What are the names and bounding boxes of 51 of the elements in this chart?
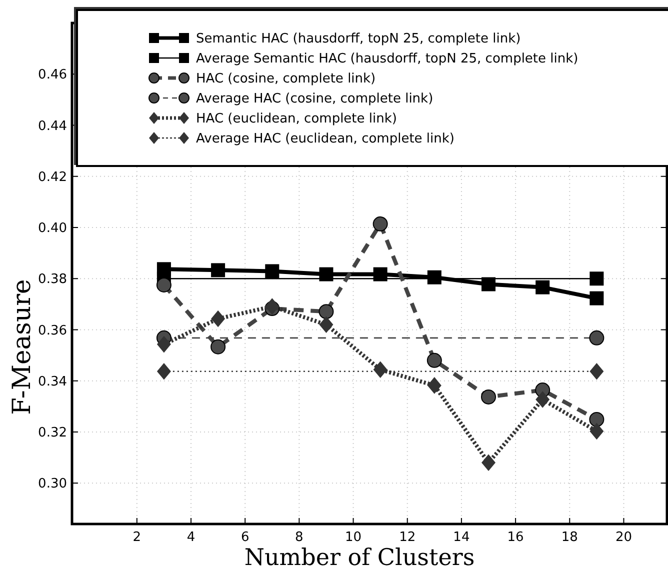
legend-label: Average HAC (euclidean, complete link) [196,132,454,147]
point [211,310,226,328]
point [426,352,442,368]
point [156,336,171,353]
x-tick-label: 8 [295,530,304,545]
point [318,304,334,320]
point [536,391,550,408]
y-tick-label: 0.42 [38,170,67,185]
y-tick-label: 0.32 [38,426,67,441]
point [536,280,550,294]
point [210,339,226,354]
point [373,361,388,378]
legend-label: Semantic HAC (hausdorff, topN 25, complete link) [196,32,521,47]
x-tick-label: 18 [561,530,578,545]
x-tick-label: 4 [186,530,196,545]
point [590,291,604,306]
point [156,278,172,293]
legend-label: HAC (cosine, complete link) [196,72,376,87]
point [590,272,604,286]
point [319,316,334,334]
x-tick-label: 14 [453,530,470,545]
point [589,330,604,346]
x-axis-title: Number of Clusters [244,545,475,571]
point [482,454,496,472]
point [372,216,388,232]
y-tick-label: 0.38 [38,272,67,288]
y-tick-label: 0.34 [38,374,67,390]
x-tick-label: 2 [132,530,142,545]
point [427,377,442,394]
point [156,363,171,380]
x-tick-label: 12 [399,530,416,545]
point [590,422,604,440]
y-tick-label: 0.46 [38,68,67,83]
point [590,363,604,380]
x-tick-label: 16 [507,530,524,545]
point [211,263,226,278]
x-tick-label: 10 [345,530,362,545]
y-axis-title: F-Measure [7,279,36,415]
point [265,298,280,315]
x-tick-label: 20 [615,530,632,545]
legend-label: Average HAC (cosine, complete link) [196,92,434,107]
y-tick-label: 0.36 [38,323,67,338]
y-tick-label: 0.44 [38,118,67,134]
x-tick-label: 6 [240,530,250,545]
point [589,412,604,427]
legend-label: Average Semantic HAC (hausdorff, topN 25, complete link) [196,52,578,67]
point [481,389,496,404]
y-tick-label: 0.30 [38,476,67,492]
legend-label: HAC (euclidean, complete link) [196,112,397,127]
point [265,264,280,278]
y-tick-label: 0.40 [38,221,67,236]
